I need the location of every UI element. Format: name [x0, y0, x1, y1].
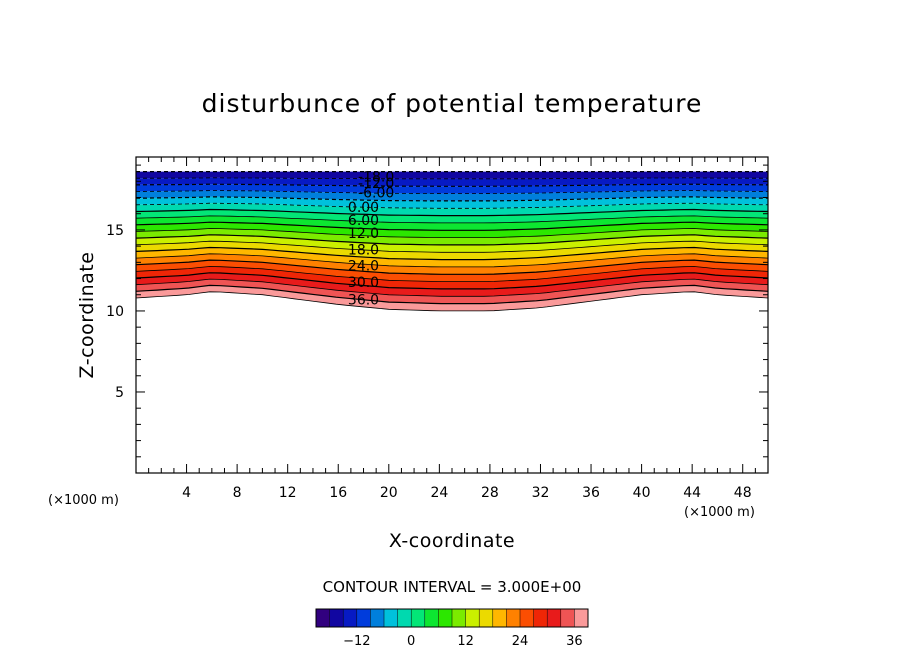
x-unit-right: (×1000 m) — [684, 505, 755, 520]
contour-band — [136, 177, 768, 187]
contour-line — [136, 228, 768, 238]
contour-band — [136, 171, 768, 179]
contour-line — [136, 253, 768, 268]
contour-label: -12.0 — [358, 176, 394, 192]
contour-line — [136, 221, 768, 231]
colorbar-swatch — [397, 609, 412, 627]
contour-band — [136, 196, 768, 209]
contour-label: 12.0 — [348, 226, 379, 242]
contour-line — [136, 266, 768, 282]
contour-line — [136, 284, 768, 305]
contour-band — [136, 228, 768, 245]
colorbar-swatch — [560, 609, 575, 627]
colorbar-tick-label: 36 — [566, 634, 583, 649]
contour-line — [136, 202, 768, 209]
contour-line — [136, 208, 768, 217]
contour-line — [136, 183, 768, 187]
contour-band — [136, 272, 768, 297]
z-tick-label: 5 — [115, 385, 124, 401]
colorbar-swatch — [411, 609, 425, 627]
colorbar-swatch — [506, 609, 520, 627]
contour-line — [136, 291, 768, 312]
colorbar-tick-label: 12 — [457, 634, 474, 649]
contour-label: -6.00 — [358, 186, 394, 202]
colorbar-swatch — [316, 609, 330, 627]
contour-field — [136, 171, 768, 311]
x-axis-label: X-coordinate — [389, 530, 515, 552]
contour-band — [136, 279, 768, 304]
contour-band — [136, 184, 768, 194]
contour-band — [136, 234, 768, 253]
contour-lines — [136, 171, 768, 312]
colorbar-tick-label: 0 — [407, 634, 415, 649]
colorbar-ticks: −12 0 12 24 36 — [343, 634, 583, 649]
contour-line — [136, 278, 768, 297]
colorbar-frame — [315, 608, 589, 628]
colorbar-swatch — [370, 609, 384, 627]
colorbar-swatch — [547, 609, 561, 627]
colorbar-swatch — [479, 609, 493, 627]
contour-band — [136, 190, 768, 201]
contour-line — [136, 240, 768, 253]
contour-label: -18.0 — [358, 169, 394, 185]
colorbar-swatch — [465, 609, 480, 627]
contour-label: 18.0 — [348, 242, 379, 258]
z-tick-label: 10 — [106, 304, 124, 320]
contour-label: 0.00 — [348, 200, 379, 216]
y-axis-label: Z-coordinate — [76, 252, 98, 379]
contour-line — [136, 215, 768, 224]
colorbar-swatch — [520, 609, 534, 627]
colorbar-swatch — [384, 609, 398, 627]
colorbar-swatch — [574, 609, 588, 627]
x-tick-label: 16 — [329, 485, 347, 501]
colorbar-swatch — [356, 609, 371, 627]
contour-line — [136, 246, 768, 261]
colorbar-swatch — [452, 609, 466, 627]
contour-line — [136, 259, 768, 275]
colorbar-swatch — [343, 609, 357, 627]
x-tick-label: 40 — [633, 485, 651, 501]
x-tick-label: 44 — [683, 485, 701, 501]
contour-line — [136, 190, 768, 194]
colorbar-swatch — [533, 609, 548, 627]
contour-label: 24.0 — [348, 259, 379, 275]
contour-band — [136, 285, 768, 311]
contour-interval-text: CONTOUR INTERVAL = 3.000E+00 — [323, 578, 582, 596]
x-tick-label: 36 — [582, 485, 600, 501]
contour-line — [136, 234, 768, 246]
colorbar-tick-label: −12 — [343, 634, 370, 649]
colorbar-tick-label: 24 — [512, 634, 529, 649]
contour-band — [136, 222, 768, 238]
x-tick-label: 28 — [481, 485, 499, 501]
contour-line — [136, 272, 768, 290]
chart-title: disturbunce of potential temperature — [202, 89, 703, 118]
x-tick-label: 24 — [430, 485, 448, 501]
x-tick-label: 8 — [233, 485, 242, 501]
colorbar-swatch — [492, 609, 507, 627]
colorbar-swatch — [438, 609, 452, 627]
colorbar — [315, 608, 589, 628]
z-tick-label: 15 — [106, 223, 124, 239]
contour-band — [136, 241, 768, 260]
x-tick-label: 48 — [734, 485, 752, 501]
contour-label: 30.0 — [348, 275, 379, 291]
contour-band — [136, 203, 768, 216]
contour-label: 36.0 — [348, 293, 379, 309]
contour-label: 6.00 — [348, 213, 379, 229]
contour-line — [136, 177, 768, 180]
x-unit-left: (×1000 m) — [48, 493, 119, 508]
x-tick-label: 20 — [380, 485, 398, 501]
x-tick-label: 32 — [532, 485, 550, 501]
colorbar-swatch — [424, 609, 439, 627]
x-tick-label: 4 — [182, 485, 191, 501]
contour-line — [136, 196, 768, 202]
colorbar-swatch — [329, 609, 344, 627]
x-tick-label: 12 — [279, 485, 297, 501]
